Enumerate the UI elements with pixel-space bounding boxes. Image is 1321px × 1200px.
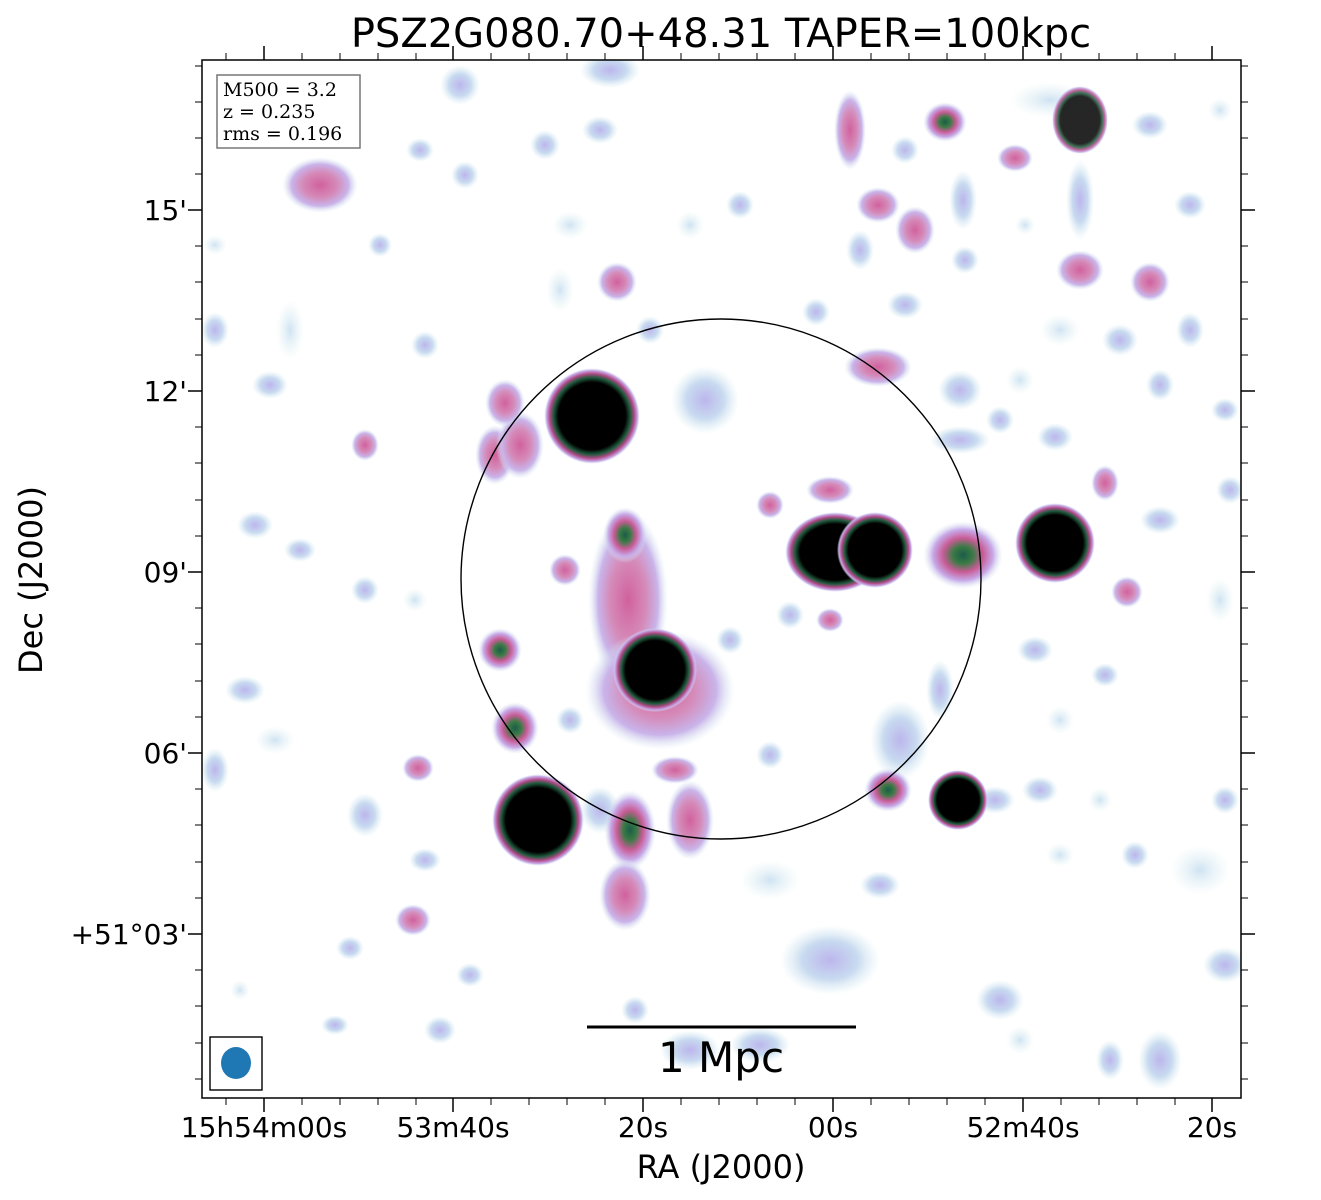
info-mass: M500 = 3.2	[223, 79, 337, 101]
y-tick-label: +51°03'	[71, 918, 187, 951]
x-tick-label: 00s	[808, 1111, 858, 1144]
y-tick-label: 06'	[144, 737, 187, 770]
y-axis-label: Dec (J2000)	[12, 486, 50, 674]
x-tick-label: 53m40s	[396, 1111, 509, 1144]
x-minor-ticks	[225, 53, 1176, 1105]
x-tick-label: 52m40s	[966, 1111, 1079, 1144]
image-area	[202, 60, 1241, 1098]
x-tick-label: 20s	[618, 1111, 668, 1144]
x-tick-label: 20s	[1187, 1111, 1237, 1144]
info-rms: rms = 0.196	[223, 123, 342, 145]
x-axis-label: RA (J2000)	[637, 1148, 806, 1186]
x-ticks	[263, 46, 1213, 1112]
beam-ellipse	[221, 1047, 251, 1079]
r500-circle	[460, 318, 982, 840]
y-tick-label: 12'	[144, 375, 187, 408]
y-ticks	[188, 209, 1255, 935]
y-minor-ticks	[195, 65, 1248, 1080]
info-redshift: z = 0.235	[223, 101, 315, 123]
noise-emission	[202, 60, 1241, 1090]
y-tick-label: 09'	[144, 556, 187, 589]
info-box	[216, 74, 361, 149]
radio-sources	[478, 86, 1108, 931]
scale-bar-label: 1 Mpc	[658, 1033, 784, 1082]
plot-frame	[201, 59, 1242, 1099]
x-tick-label: 15h54m00s	[181, 1111, 348, 1144]
figure-title: PSZ2G080.70+48.31 TAPER=100kpc	[351, 11, 1091, 57]
y-tick-label: 15'	[144, 194, 187, 227]
